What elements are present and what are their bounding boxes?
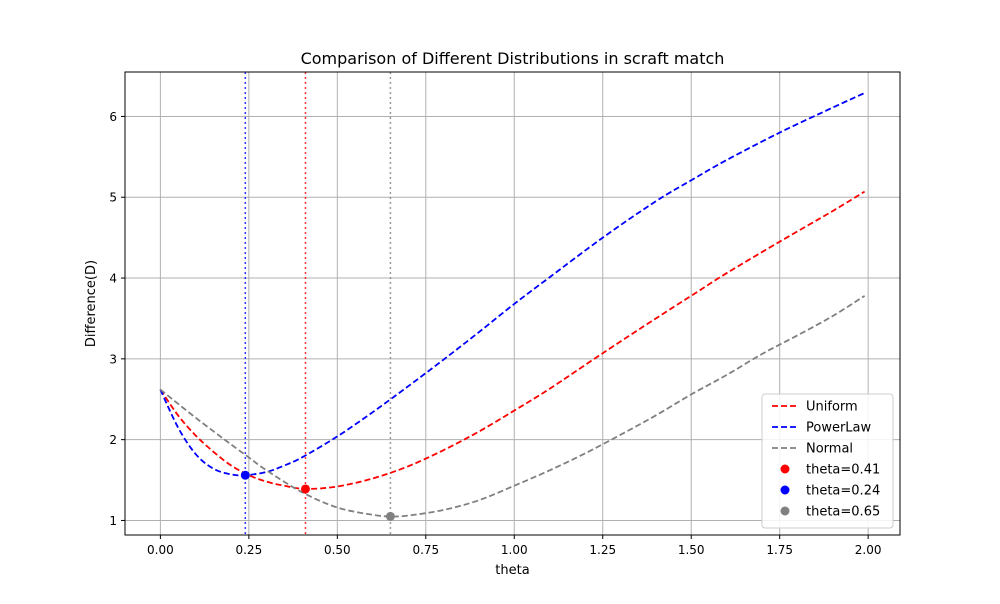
y-tick-label: 1 (109, 514, 117, 528)
legend-swatch-point (780, 485, 790, 495)
x-tick-label: 1.75 (766, 543, 793, 557)
minimum-point (300, 484, 310, 494)
series-lines (159, 92, 866, 518)
x-tick-label: 0.75 (412, 543, 439, 557)
y-tick-label: 4 (109, 272, 117, 286)
legend-label: PowerLaw (806, 421, 872, 436)
y-tick-label: 6 (109, 110, 117, 124)
y-tick-label: 2 (109, 433, 117, 447)
x-tick-label: 2.00 (855, 543, 882, 557)
x-tick-label: 0.00 (147, 543, 174, 557)
legend-label: theta=0.41 (806, 463, 880, 478)
series-line-uniform (159, 190, 866, 490)
legend-label: theta=0.65 (806, 505, 880, 520)
legend-label: Normal (806, 442, 853, 457)
x-axis-label: theta (495, 563, 529, 578)
x-tick-label: 0.25 (235, 543, 262, 557)
y-axis-label: Difference(D) (84, 260, 99, 347)
legend-swatch-point (780, 464, 790, 474)
x-tick-label: 1.00 (501, 543, 528, 557)
axis-ticks: 0.00 0.25 0.50 0.75 1.00 1.25 1.50 1.75 2.00 1 2 3 4… (109, 110, 881, 557)
chart-title: Comparison of Different Distributions in… (301, 49, 725, 68)
minimum-vertical-lines (244, 72, 392, 535)
series-line-normal (159, 295, 866, 518)
series-line-powerlaw (159, 92, 865, 477)
x-tick-label: 0.50 (324, 543, 351, 557)
legend-swatch-point (780, 506, 790, 516)
legend: Uniform PowerLaw Normal theta=0.41 theta=0.2… (761, 393, 894, 529)
plot-frame (124, 71, 901, 536)
minimum-point (385, 511, 395, 521)
y-tick-label: 5 (109, 191, 117, 205)
minimum-points (240, 470, 395, 521)
legend-label: theta=0.24 (806, 484, 880, 499)
minimum-point (240, 470, 250, 480)
legend-label: Uniform (806, 400, 858, 415)
x-tick-label: 1.50 (678, 543, 705, 557)
y-tick-label: 3 (109, 352, 117, 366)
x-tick-label: 1.25 (589, 543, 616, 557)
